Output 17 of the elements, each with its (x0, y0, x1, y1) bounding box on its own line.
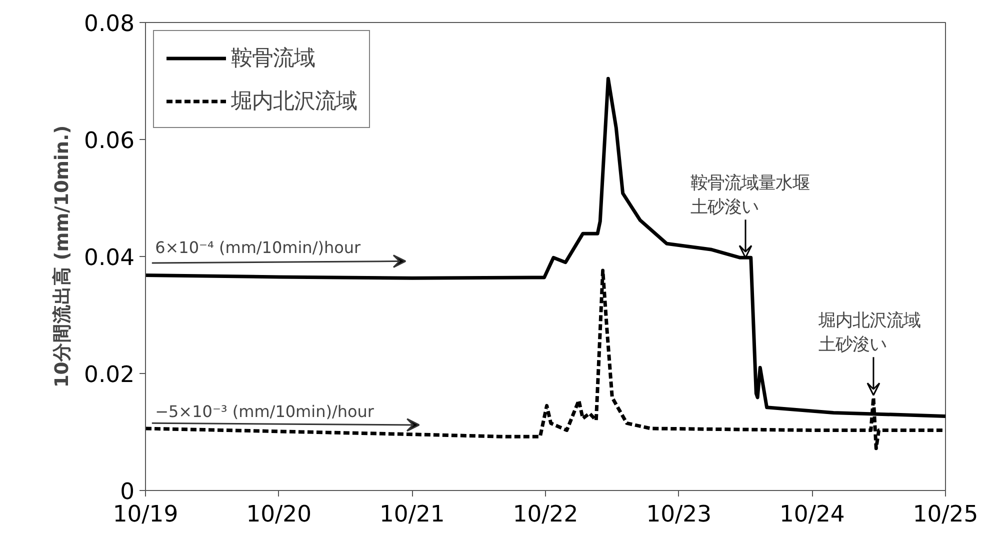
annotation: −5×10⁻³ (mm/10min)/hour (155, 402, 374, 421)
x-tick-label: 10/23 (646, 502, 712, 528)
x-tick-label: 10/22 (512, 502, 578, 528)
y-tick-label: 0.04 (84, 245, 135, 271)
y-axis-title: 10分間流出高 (mm/10min.) (51, 125, 74, 388)
y-tick-label: 0.08 (84, 11, 135, 37)
x-tick-label: 10/21 (380, 502, 445, 528)
x-tick-label: 10/20 (246, 502, 312, 528)
y-tick-label: 0.06 (84, 128, 135, 154)
annotation: 堀内北沢流域土砂浚い (817, 311, 920, 356)
annotation: 6×10⁻⁴ (mm/10min/)hour (155, 238, 362, 258)
annotation: 鞍骨流域量水堰土砂浚い (690, 174, 810, 218)
legend-label: 堀内北沢流域 (231, 88, 357, 115)
x-tick-label: 10/24 (780, 502, 845, 528)
x-tick-label: 10/25 (912, 502, 978, 528)
legend-label: 鞍骨流域 (231, 45, 315, 72)
y-tick-label: 0.02 (84, 362, 135, 388)
